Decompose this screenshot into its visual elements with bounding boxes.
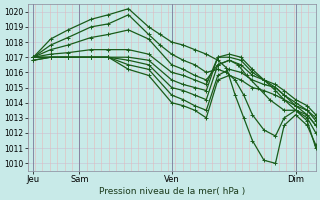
- X-axis label: Pression niveau de la mer( hPa ): Pression niveau de la mer( hPa ): [99, 187, 245, 196]
